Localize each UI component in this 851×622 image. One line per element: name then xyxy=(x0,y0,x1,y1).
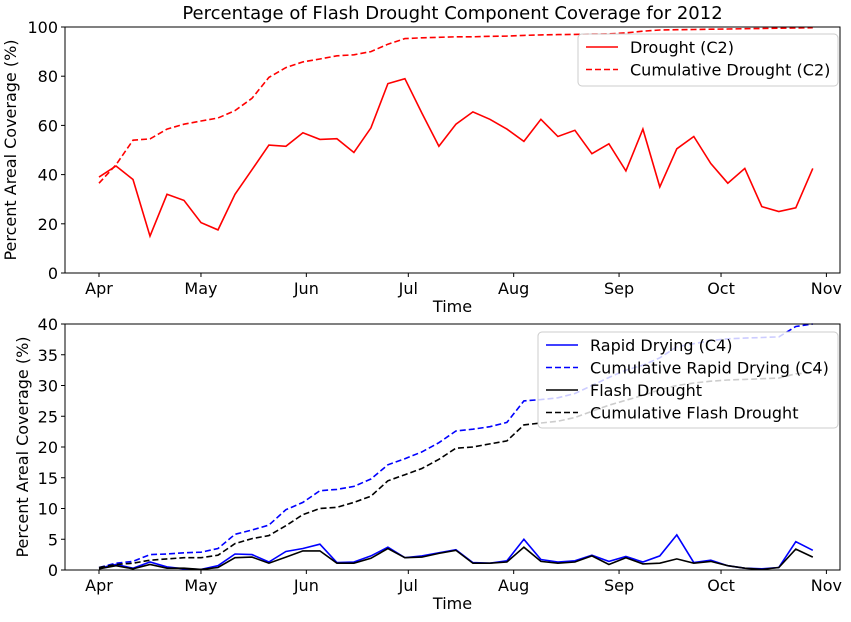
panel2-series-line-1 xyxy=(98,533,814,571)
panel1-ytick-label: 60 xyxy=(38,116,58,135)
panel2-legend-label: Cumulative Rapid Drying (C4) xyxy=(590,359,829,378)
panel2-ytick-label: 30 xyxy=(38,377,58,396)
panel2-ytick-label: 40 xyxy=(38,315,58,334)
panel2-xtick-label: May xyxy=(184,576,217,595)
panel1-ytick-label: 0 xyxy=(48,264,58,283)
panel1-xtick-label: Nov xyxy=(811,279,842,298)
panel2-xtick-label: Jun xyxy=(293,576,319,595)
panel2-xtick-label: Oct xyxy=(707,576,735,595)
panel1-xtick-label: Aug xyxy=(498,279,529,298)
panel2-ytick-label: 5 xyxy=(48,530,58,549)
panel1-legend-label: Cumulative Drought (C2) xyxy=(630,61,830,80)
panel1-xtick-label: Jun xyxy=(293,279,319,298)
panel2-ytick-label: 10 xyxy=(38,500,58,519)
panel1-legend-box xyxy=(577,33,839,87)
panel2-ytick-label: 35 xyxy=(38,346,58,365)
panel2-xtick-label: Sep xyxy=(604,576,634,595)
panel1-y-axis-label: Percent Areal Coverage (%) xyxy=(1,39,20,260)
panel2-xtick-label: Apr xyxy=(85,576,113,595)
panel1-xtick-label: Apr xyxy=(85,279,113,298)
panel1-xtick-label: May xyxy=(184,279,217,298)
chart-title: Percentage of Flash Drought Component Co… xyxy=(182,3,722,24)
panel2-legend-label: Flash Drought xyxy=(590,381,702,400)
panel1-xtick-label: Sep xyxy=(604,279,634,298)
panel2-ytick-label: 15 xyxy=(38,469,58,488)
panel1-ytick-label: 100 xyxy=(27,18,58,37)
panel1-x-axis-label: Time xyxy=(432,297,472,316)
panel1-xtick-label: Oct xyxy=(707,279,735,298)
panel1-series-line-2 xyxy=(98,26,813,184)
panel1-ytick-label: 80 xyxy=(38,67,58,86)
panel2-legend-label: Rapid Drying (C4) xyxy=(590,336,732,355)
panel2-y-axis-label: Percent Areal Coverage (%) xyxy=(13,336,32,557)
panel1-ytick-label: 40 xyxy=(38,166,58,185)
panel1-legend-label: Drought (C2) xyxy=(630,38,734,57)
panel1-series-line-1 xyxy=(98,77,814,239)
panel1-ytick-label: 20 xyxy=(38,215,58,234)
panel2-xtick-label: Nov xyxy=(811,576,842,595)
panel2-x-axis-label: Time xyxy=(432,594,472,613)
panel2-series-line-3 xyxy=(98,546,814,571)
panel2-ytick-label: 0 xyxy=(48,561,58,580)
panel1-plot-frame xyxy=(64,26,841,274)
panel2-ytick-label: 25 xyxy=(38,407,58,426)
panel2-ytick-label: 20 xyxy=(38,438,58,457)
panel2-legend-box xyxy=(537,331,839,429)
panel2-xtick-label: Jul xyxy=(398,576,418,595)
panel2-xtick-label: Aug xyxy=(498,576,529,595)
panel2-legend-label: Cumulative Flash Drought xyxy=(590,404,798,423)
panel1-xtick-label: Jul xyxy=(398,279,418,298)
